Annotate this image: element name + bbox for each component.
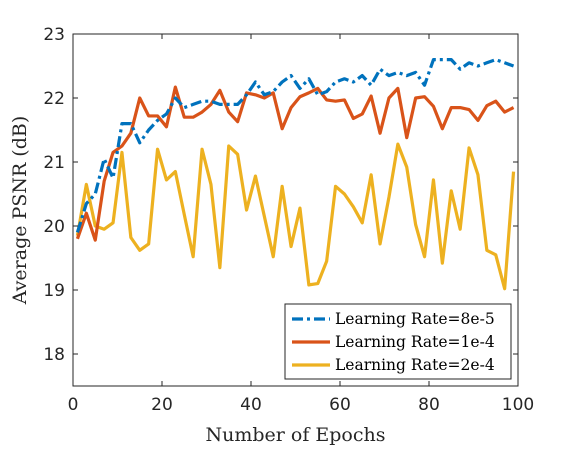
x-tick-label: 40 xyxy=(240,395,262,415)
series-line-1 xyxy=(75,57,515,233)
y-tick-label: 21 xyxy=(43,153,65,173)
legend-label-3: Learning Rate=2e-4 xyxy=(335,356,495,374)
legend: Learning Rate=8e-5 Learning Rate=1e-4 Lear… xyxy=(284,303,512,380)
y-tick-label: 19 xyxy=(43,281,65,301)
x-tick-label: 80 xyxy=(418,395,440,415)
x-tick-label: 60 xyxy=(329,395,351,415)
x-tick-label: 0 xyxy=(68,395,79,415)
y-axis-ticks: 18 19 20 21 22 23 xyxy=(43,25,518,365)
legend-label-2: Learning Rate=1e-4 xyxy=(335,333,495,351)
x-axis-title: Number of Epochs xyxy=(205,424,385,446)
x-tick-label: 100 xyxy=(502,395,534,415)
series-line-3 xyxy=(75,142,516,291)
legend-label-1: Learning Rate=8e-5 xyxy=(335,310,495,328)
x-axis-ticks: 0 20 40 60 80 100 xyxy=(68,34,534,415)
series-line-2 xyxy=(75,85,515,242)
y-tick-label: 23 xyxy=(43,25,65,45)
y-tick-label: 20 xyxy=(43,217,65,237)
series-layer xyxy=(75,57,516,291)
plot-frame xyxy=(72,33,519,387)
y-tick-label: 22 xyxy=(43,89,65,109)
y-tick-label: 18 xyxy=(43,345,65,365)
y-axis-title: Average PSNR (dB) xyxy=(9,116,31,306)
x-tick-label: 20 xyxy=(151,395,173,415)
